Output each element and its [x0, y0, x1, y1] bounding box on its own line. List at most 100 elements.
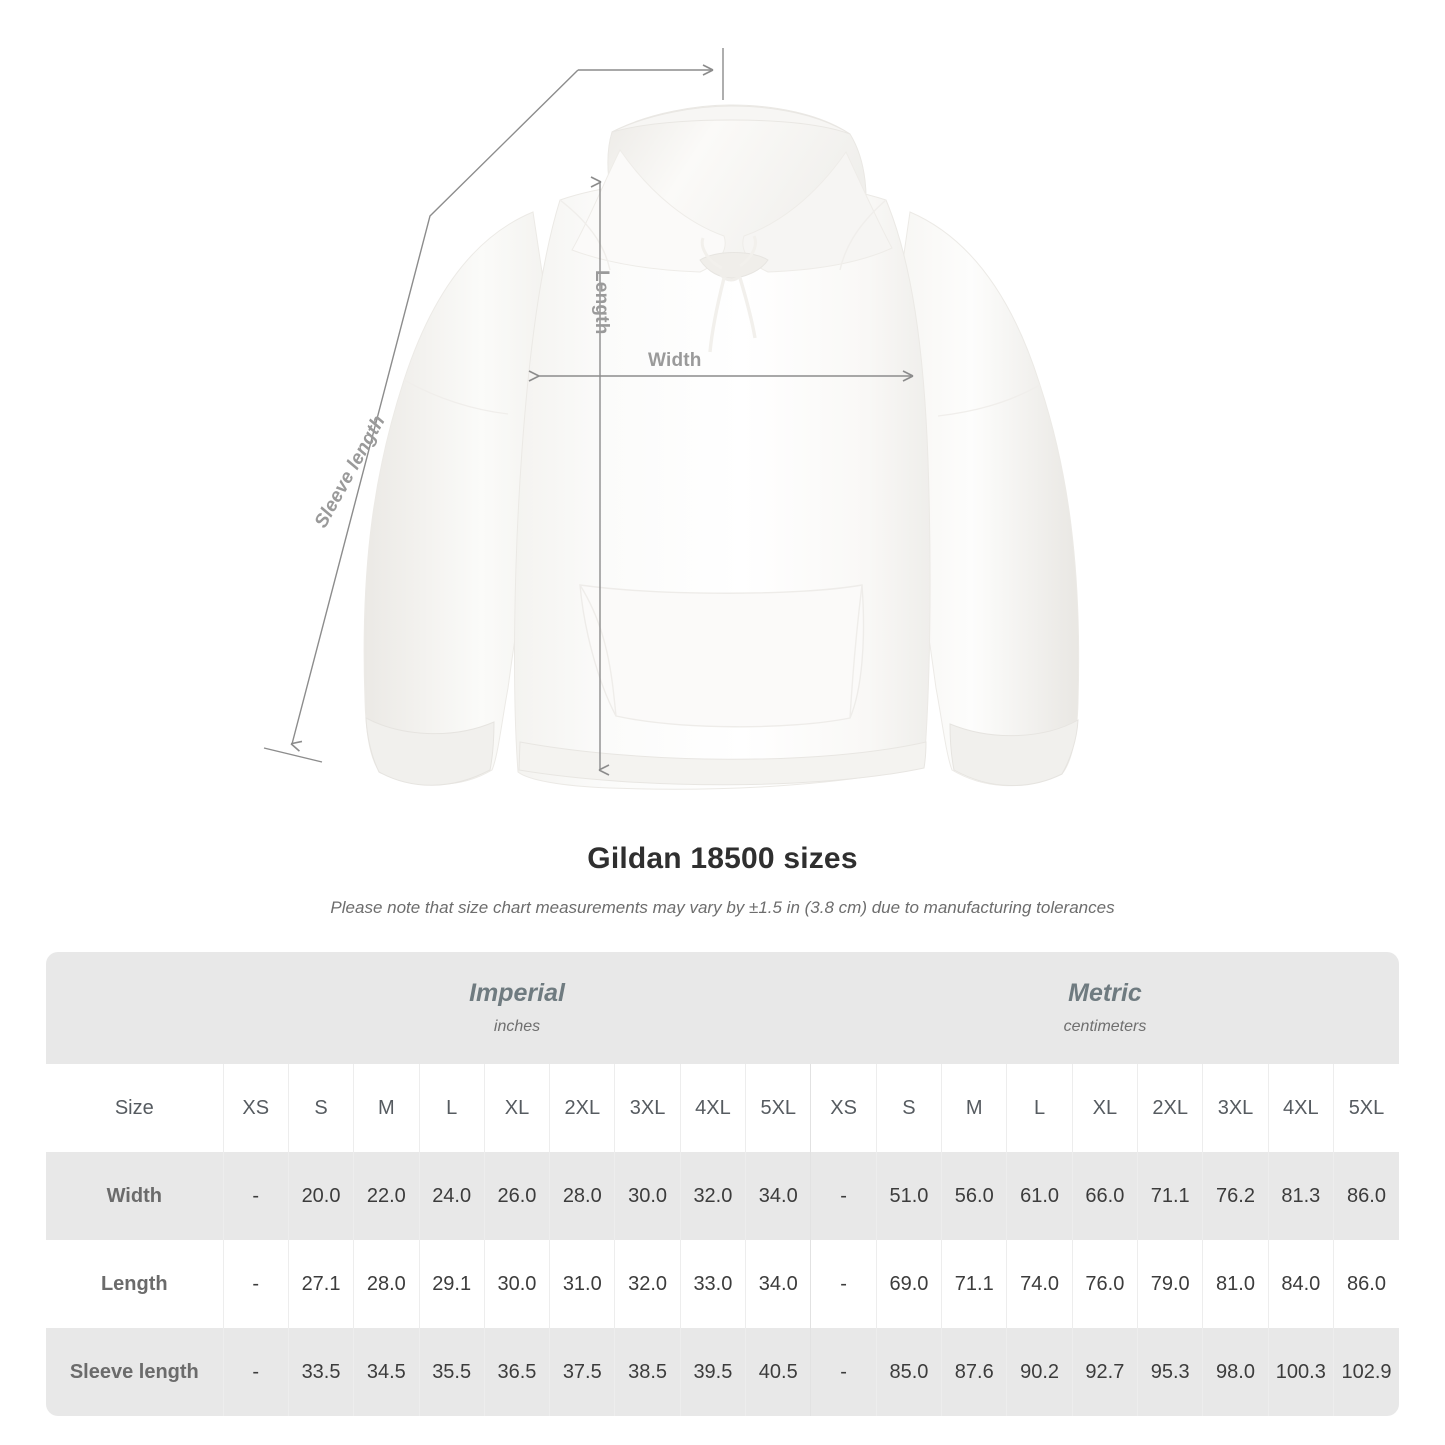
table-cell: 28.0 [353, 1240, 419, 1328]
table-cell: 22.0 [353, 1152, 419, 1240]
table-cell: 66.0 [1071, 1152, 1138, 1240]
tolerance-note: Please note that size chart measurements… [330, 898, 1115, 917]
unit-group-metric: Metric centimeters [810, 952, 1399, 1064]
table-cell: - [810, 1328, 877, 1416]
size-header-metric-3xl: 3XL [1202, 1064, 1269, 1152]
table-cell: 81.3 [1267, 1152, 1334, 1240]
size-header-label: Size [46, 1064, 224, 1152]
table-cell: 98.0 [1202, 1328, 1269, 1416]
table-cell: 90.2 [1006, 1328, 1073, 1416]
table-cell: 20.0 [287, 1152, 354, 1240]
table-cell: 56.0 [941, 1152, 1007, 1240]
size-header-metric-s: S [875, 1064, 942, 1152]
table-cell: 40.5 [745, 1328, 811, 1416]
table-row: Width -20.0 22.0 24.0 26.0 28.0 30.0 32.0 34.0-5… [46, 1152, 1399, 1240]
table-cell: 79.0 [1137, 1240, 1203, 1328]
unit-group-name: Imperial [469, 979, 565, 1008]
table-cell: 34.5 [353, 1328, 419, 1416]
hoodie-diagram-svg [263, 48, 1080, 790]
unit-group-imperial: Imperial inches [223, 952, 811, 1064]
table-cell: 33.0 [679, 1240, 746, 1328]
dimension-lines [263, 48, 914, 776]
table-row: Sleeve length -33.5 34.5 35.5 36.5 37.5 38.5 39… [46, 1328, 1399, 1416]
unit-group-row: Imperial inches Metric centimeters [46, 952, 1399, 1064]
table-cell: 28.0 [549, 1152, 615, 1240]
table-cell: 34.0 [745, 1152, 811, 1240]
size-header-metric-xs: XS [810, 1064, 877, 1152]
table-cell: 87.6 [941, 1328, 1007, 1416]
table-cell: 71.1 [1137, 1152, 1203, 1240]
table-cell: 84.0 [1267, 1240, 1334, 1328]
table-cell: 39.5 [679, 1328, 746, 1416]
table-cell: 102.9 [1332, 1328, 1399, 1416]
size-header-metric-4xl: 4XL [1267, 1064, 1334, 1152]
size-table-container: Imperial inches Metric centimeters Size XS S M L… [46, 952, 1399, 1416]
size-header-metric-5xl: 5XL [1332, 1064, 1399, 1152]
table-cell: 33.5 [287, 1328, 354, 1416]
size-header-metric-m: M [941, 1064, 1007, 1152]
unit-group-unit: inches [493, 1017, 541, 1035]
size-header-imperial-5xl: 5XL [745, 1064, 811, 1152]
table-cell: 35.5 [418, 1328, 485, 1416]
table-cell: - [222, 1240, 289, 1328]
size-header-metric-l: L [1006, 1064, 1073, 1152]
size-chart-table: Imperial inches Metric centimeters Size XS S M L… [46, 952, 1399, 1416]
table-cell: 76.0 [1071, 1240, 1138, 1328]
unit-group-unit: centimeters [1063, 1017, 1147, 1035]
chart-heading: Gildan 18500 sizes Please note that size… [0, 830, 1445, 918]
table-cell: 31.0 [549, 1240, 615, 1328]
table-cell: 86.0 [1332, 1240, 1399, 1328]
table-cell: 27.1 [287, 1240, 354, 1328]
size-header-imperial-xs: XS [222, 1064, 289, 1152]
page-title: Gildan 18500 sizes [587, 842, 858, 875]
table-cell: 92.7 [1071, 1328, 1138, 1416]
size-header-imperial-s: S [287, 1064, 354, 1152]
table-cell: - [222, 1152, 289, 1240]
table-row: Length -27.1 28.0 29.1 30.0 31.0 32.0 33.0 34.0-… [46, 1240, 1399, 1328]
table-cell: 29.1 [418, 1240, 485, 1328]
table-cell: 34.0 [745, 1240, 811, 1328]
width-dimension-label: Width [648, 350, 702, 371]
unit-group-name: Metric [1068, 979, 1142, 1008]
size-header-imperial-l: L [418, 1064, 485, 1152]
size-header-row: Size XS S M L XL 2XL 3XL 4XL 5XL XS S M L XL 2XL 3XL 4XL 5… [46, 1064, 1399, 1152]
table-cell: - [810, 1240, 877, 1328]
table-cell: 26.0 [483, 1152, 550, 1240]
table-cell: 24.0 [418, 1152, 485, 1240]
table-cell: 76.2 [1202, 1152, 1269, 1240]
table-cell: 74.0 [1006, 1240, 1073, 1328]
size-header-imperial-4xl: 4XL [679, 1064, 746, 1152]
table-cell: 100.3 [1267, 1328, 1334, 1416]
row-header-width: Width [46, 1152, 224, 1240]
table-cell: 36.5 [483, 1328, 550, 1416]
table-cell: 86.0 [1332, 1152, 1399, 1240]
table-cell: 81.0 [1202, 1240, 1269, 1328]
size-header-metric-2xl: 2XL [1137, 1064, 1203, 1152]
table-cell: 95.3 [1137, 1328, 1203, 1416]
row-header-sleeve-length: Sleeve length [46, 1328, 224, 1416]
size-header-metric-xl: XL [1071, 1064, 1138, 1152]
table-cell: 71.1 [941, 1240, 1007, 1328]
table-cell: 30.0 [614, 1152, 681, 1240]
table-cell: - [810, 1152, 877, 1240]
sleeve-tick-bottom [263, 747, 323, 763]
table-cell: 61.0 [1006, 1152, 1073, 1240]
table-cell: 32.0 [614, 1240, 681, 1328]
length-dimension-label: Length [591, 270, 612, 335]
table-cell: 32.0 [679, 1152, 746, 1240]
table-cell: - [222, 1328, 289, 1416]
hoodie-illustration: Width Length Sleeve length [263, 48, 1080, 790]
size-header-imperial-2xl: 2XL [549, 1064, 615, 1152]
table-cell: 30.0 [483, 1240, 550, 1328]
size-header-imperial-xl: XL [483, 1064, 550, 1152]
sleeve-measure-line [290, 69, 579, 752]
size-header-imperial-3xl: 3XL [614, 1064, 681, 1152]
table-cell: 38.5 [614, 1328, 681, 1416]
table-cell: 85.0 [875, 1328, 942, 1416]
table-cell: 69.0 [875, 1240, 942, 1328]
table-cell: 37.5 [549, 1328, 615, 1416]
unit-row-spacer [46, 952, 224, 1064]
hoodie-graphic [363, 104, 1080, 790]
size-header-imperial-m: M [353, 1064, 419, 1152]
row-header-length: Length [46, 1240, 224, 1328]
